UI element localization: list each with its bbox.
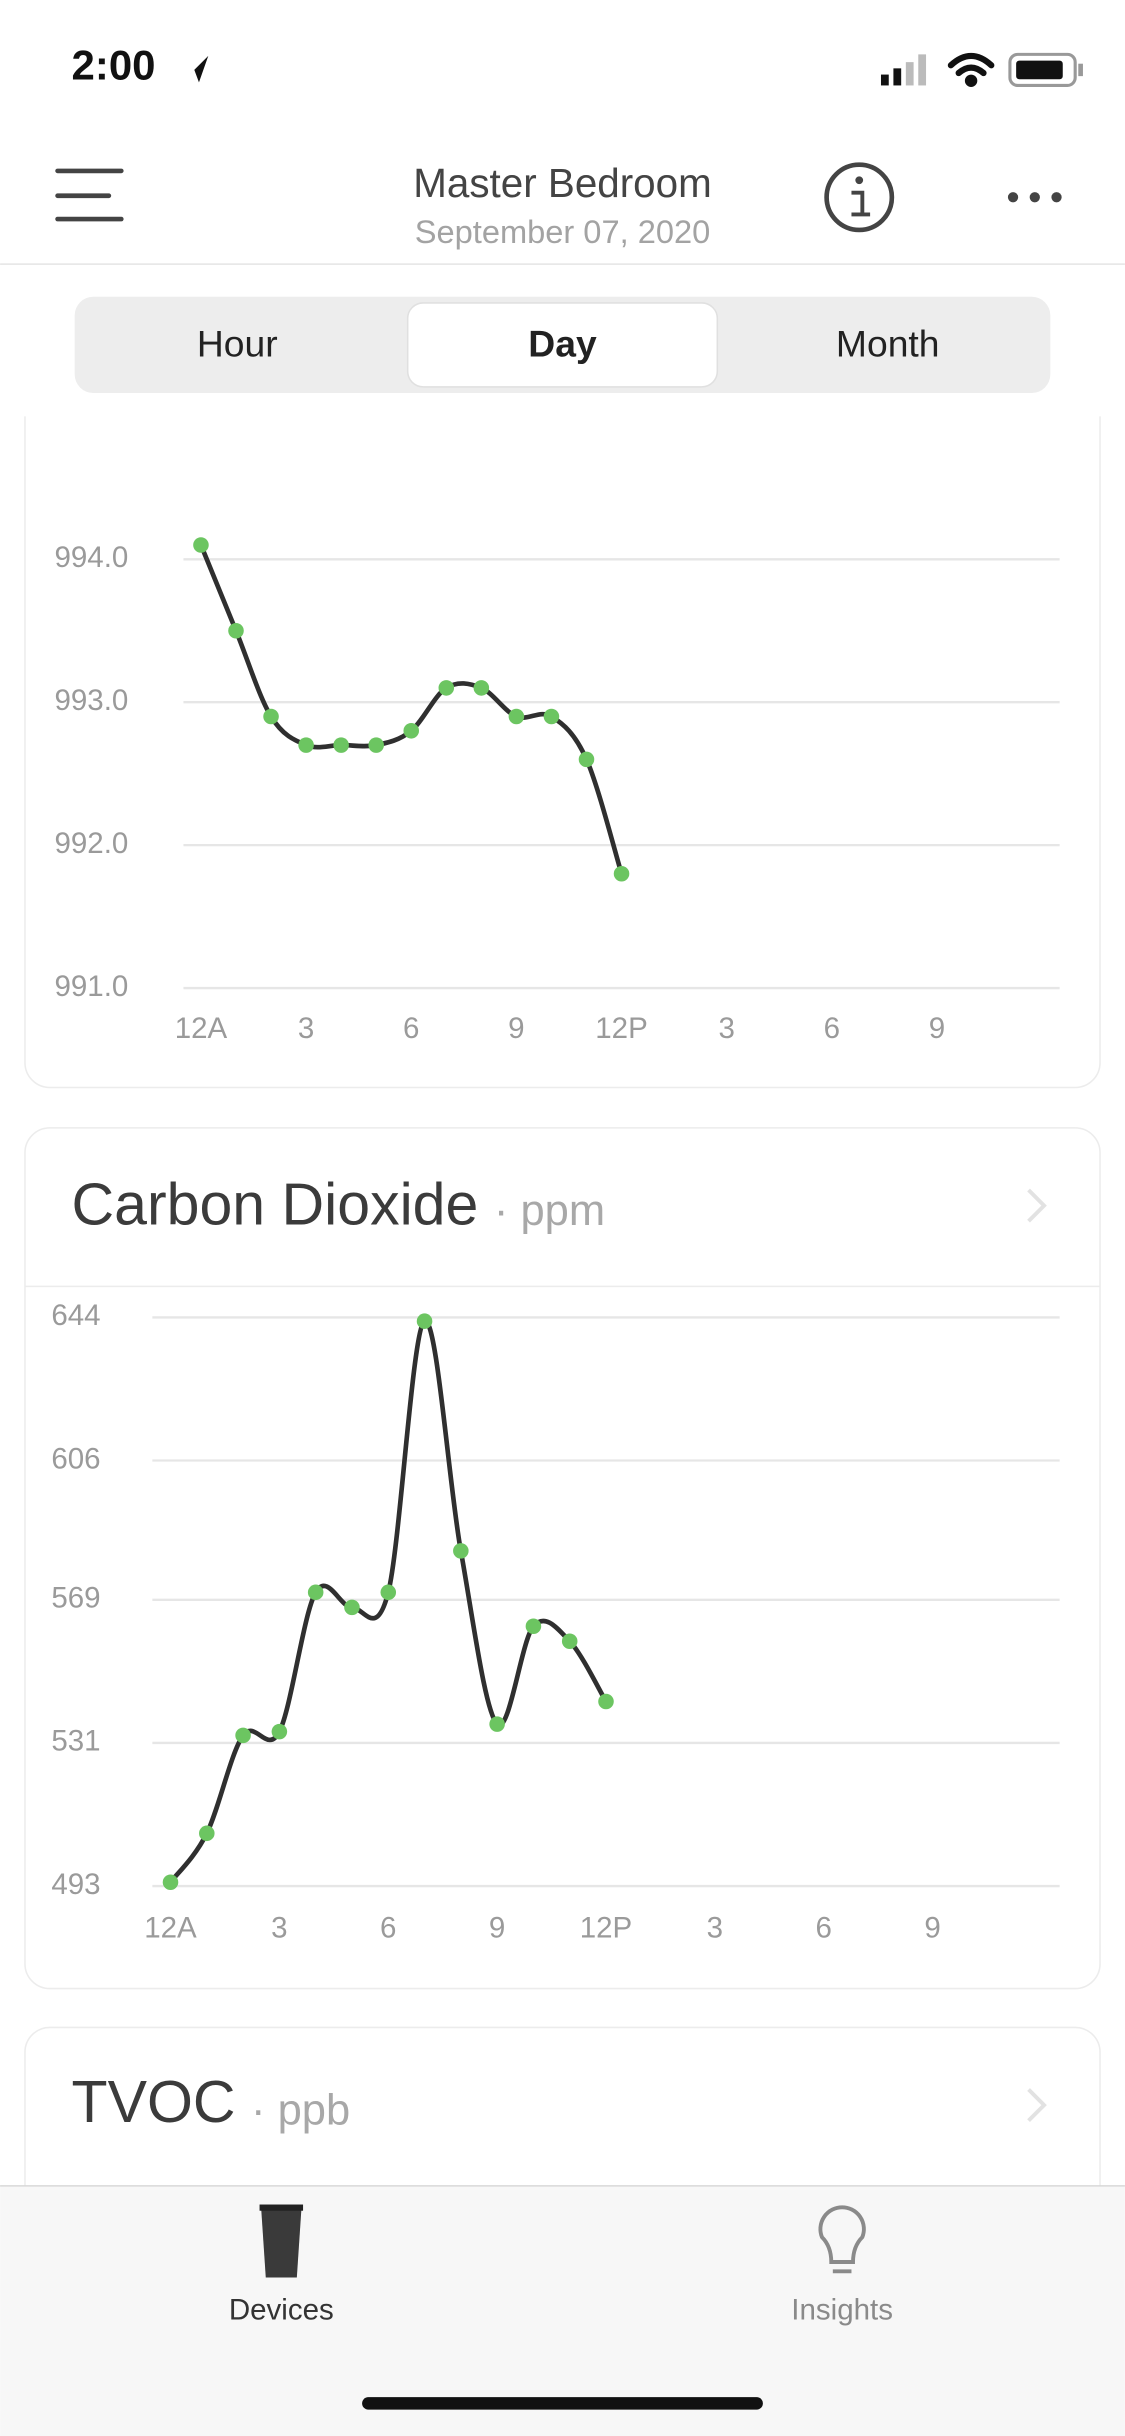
- data-point: [368, 737, 384, 753]
- tab[interactable]: Day: [528, 322, 597, 364]
- tab-bar: [0, 2185, 1125, 2436]
- data-point: [199, 1825, 215, 1842]
- card-unit: · ppm: [494, 1187, 605, 1235]
- content: Carbon Dioxide · ppm TVOC · ppb 991.0 992…: [24, 309, 1101, 2339]
- data-point: [344, 1599, 360, 1616]
- data-point: [162, 1874, 179, 1891]
- data-point: [543, 708, 560, 725]
- menu-button[interactable]: [55, 168, 124, 222]
- y-tick-label: 644: [51, 1299, 100, 1332]
- signal-icon: [880, 54, 927, 86]
- x-tick-label: 12A: [144, 1911, 197, 1944]
- card-title: TVOC: [72, 2069, 236, 2135]
- x-tick-label: 3: [271, 1911, 287, 1944]
- data-point: [333, 737, 349, 753]
- x-tick-label: 12P: [595, 1012, 648, 1045]
- devices-icon[interactable]: [259, 2204, 304, 2278]
- data-point: [307, 1584, 324, 1601]
- x-tick-label: 6: [403, 1012, 419, 1045]
- card-title: Carbon Dioxide: [72, 1171, 479, 1237]
- x-tick-label: 3: [298, 1012, 314, 1045]
- data-point: [508, 708, 525, 725]
- x-tick-label: 6: [824, 1012, 840, 1045]
- y-tick-label: 991.0: [54, 970, 128, 1003]
- data-point: [298, 737, 314, 753]
- tab-bar-label[interactable]: Insights: [791, 2294, 893, 2327]
- x-tick-label: 9: [929, 1012, 945, 1045]
- data-point: [235, 1727, 251, 1744]
- data-point: [613, 865, 630, 882]
- data-line: [168, 1318, 609, 1884]
- data-point: [271, 1723, 288, 1740]
- x-tick-label: 9: [924, 1911, 940, 1944]
- location-icon: [183, 55, 209, 83]
- x-tick-label: 6: [816, 1911, 832, 1944]
- card-unit: · ppb: [251, 2086, 350, 2134]
- chevron[interactable]: [1027, 1188, 1047, 1223]
- x-tick-label: 3: [707, 1911, 723, 1944]
- data-point: [193, 537, 209, 553]
- status-time: 2:00: [72, 41, 156, 88]
- more-button[interactable]: [1007, 192, 1062, 203]
- data-point: [525, 1618, 542, 1634]
- tab-selected-bg: [406, 302, 719, 388]
- data-point: [598, 1693, 614, 1710]
- x-tick-label: 6: [380, 1911, 396, 1944]
- data-point: [473, 680, 490, 696]
- tab[interactable]: Month: [836, 322, 940, 364]
- header-date: September 07, 2020: [415, 213, 711, 250]
- data-point: [263, 708, 279, 725]
- battery-icon: [1008, 52, 1083, 87]
- x-tick-label: 9: [508, 1012, 524, 1045]
- insights-icon[interactable]: [818, 2205, 866, 2274]
- y-tick-label: 493: [51, 1868, 100, 1901]
- header-title: Master Bedroom: [413, 160, 711, 206]
- y-tick-label: 569: [51, 1582, 100, 1615]
- y-tick-label: 993.0: [54, 684, 128, 717]
- data-point: [489, 1716, 505, 1732]
- data-point: [416, 1313, 433, 1329]
- chevron[interactable]: [1027, 2088, 1047, 2122]
- x-tick-label: 12A: [175, 1012, 228, 1045]
- tab[interactable]: Hour: [197, 322, 278, 364]
- data-point: [438, 680, 455, 696]
- data-point: [228, 622, 244, 639]
- home-indicator: [362, 2397, 763, 2410]
- card: [24, 309, 1101, 1089]
- x-tick-label: 3: [718, 1012, 734, 1045]
- data-point: [453, 1543, 469, 1559]
- x-tick-label: 9: [489, 1911, 505, 1944]
- y-tick-label: 531: [51, 1725, 100, 1758]
- data-point: [561, 1633, 578, 1650]
- data-point: [380, 1584, 397, 1601]
- y-tick-label: 606: [51, 1442, 100, 1475]
- data-point: [403, 723, 420, 739]
- wifi-icon: [947, 52, 995, 87]
- data-point: [578, 751, 595, 768]
- y-tick-label: 992.0: [54, 827, 128, 860]
- tab-bar-label[interactable]: Devices: [229, 2294, 334, 2327]
- y-tick-label: 994.0: [54, 541, 128, 574]
- card: [24, 1127, 1101, 1990]
- info-button[interactable]: [824, 162, 895, 233]
- x-tick-label: 12P: [580, 1911, 633, 1944]
